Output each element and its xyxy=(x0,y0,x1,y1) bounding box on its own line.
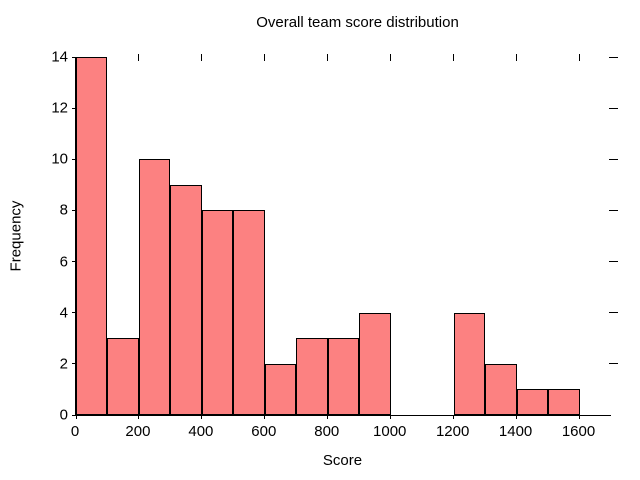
x-axis-top-tick xyxy=(264,54,266,61)
x-tick-label: 1000 xyxy=(373,423,407,440)
chart-title: Overall team score distribution xyxy=(256,14,459,31)
y-axis-right-tick xyxy=(609,209,618,211)
y-tick-label: 6 xyxy=(59,253,68,271)
x-axis-tick xyxy=(579,415,581,419)
x-axis-tick xyxy=(516,415,518,419)
x-tick-label: 400 xyxy=(188,423,214,440)
x-tick-label: 1600 xyxy=(561,423,596,440)
y-axis-tick xyxy=(72,312,76,314)
y-axis-tick xyxy=(72,56,76,58)
x-tick-label: 800 xyxy=(314,423,340,440)
y-axis-right-tick xyxy=(609,363,618,365)
y-axis-right-tick xyxy=(609,56,618,58)
histogram-bar xyxy=(359,312,391,415)
plot-area xyxy=(72,54,618,419)
x-tick-label: 1200 xyxy=(435,423,470,440)
x-tick-label: 1400 xyxy=(498,423,533,440)
y-axis-tick xyxy=(72,414,76,416)
histogram-bar xyxy=(327,338,360,415)
y-axis-tick xyxy=(72,158,76,160)
x-axis-tick xyxy=(390,415,392,419)
x-axis-tick xyxy=(327,415,329,419)
histogram-bar xyxy=(516,389,549,415)
y-axis-right-tick xyxy=(609,261,618,263)
histogram-bar xyxy=(201,210,234,415)
x-axis-tick xyxy=(138,415,140,419)
y-axis-tick xyxy=(72,209,76,211)
y-tick-label: 12 xyxy=(51,99,68,117)
histogram-bar xyxy=(453,312,486,415)
x-axis-top-tick xyxy=(516,54,518,61)
y-tick-label: 0 xyxy=(59,406,68,424)
x-axis-top-tick xyxy=(327,54,329,61)
histogram-bar xyxy=(233,210,265,415)
x-axis-tick xyxy=(264,415,266,419)
x-axis-top-tick xyxy=(453,54,455,61)
histogram-bar xyxy=(264,363,297,415)
histogram-bar xyxy=(485,363,517,415)
histogram-bar xyxy=(138,159,171,415)
x-axis-tick xyxy=(453,415,455,419)
histogram-bar xyxy=(107,338,139,415)
y-axis-tick xyxy=(72,363,76,365)
x-axis-label: Score xyxy=(322,452,363,469)
y-axis-tick xyxy=(72,107,76,109)
y-tick-label: 8 xyxy=(59,201,68,219)
x-axis-top-tick xyxy=(390,54,392,61)
x-tick-label: 600 xyxy=(251,423,277,440)
y-tick-label: 4 xyxy=(59,304,68,322)
y-axis-right-tick xyxy=(609,158,618,160)
y-tick-label: 10 xyxy=(51,150,68,168)
histogram-bar xyxy=(296,338,328,415)
histogram-bar xyxy=(548,389,580,415)
x-axis-tick xyxy=(75,415,77,419)
y-tick-label: 14 xyxy=(51,48,68,66)
x-tick-label: 0 xyxy=(70,423,80,440)
histogram-bar xyxy=(170,184,202,415)
x-axis-top-tick xyxy=(138,54,140,61)
histogram-bar xyxy=(76,57,108,415)
y-axis-right-tick xyxy=(609,312,618,314)
y-axis-label: Frequency xyxy=(7,200,25,272)
y-axis-right-tick xyxy=(609,107,618,109)
y-tick-label: 2 xyxy=(59,355,68,373)
x-axis-top-tick xyxy=(579,54,581,61)
y-axis-tick xyxy=(72,261,76,263)
x-axis-top-tick xyxy=(201,54,203,61)
x-axis-tick xyxy=(201,415,203,419)
x-tick-label: 200 xyxy=(125,423,151,440)
